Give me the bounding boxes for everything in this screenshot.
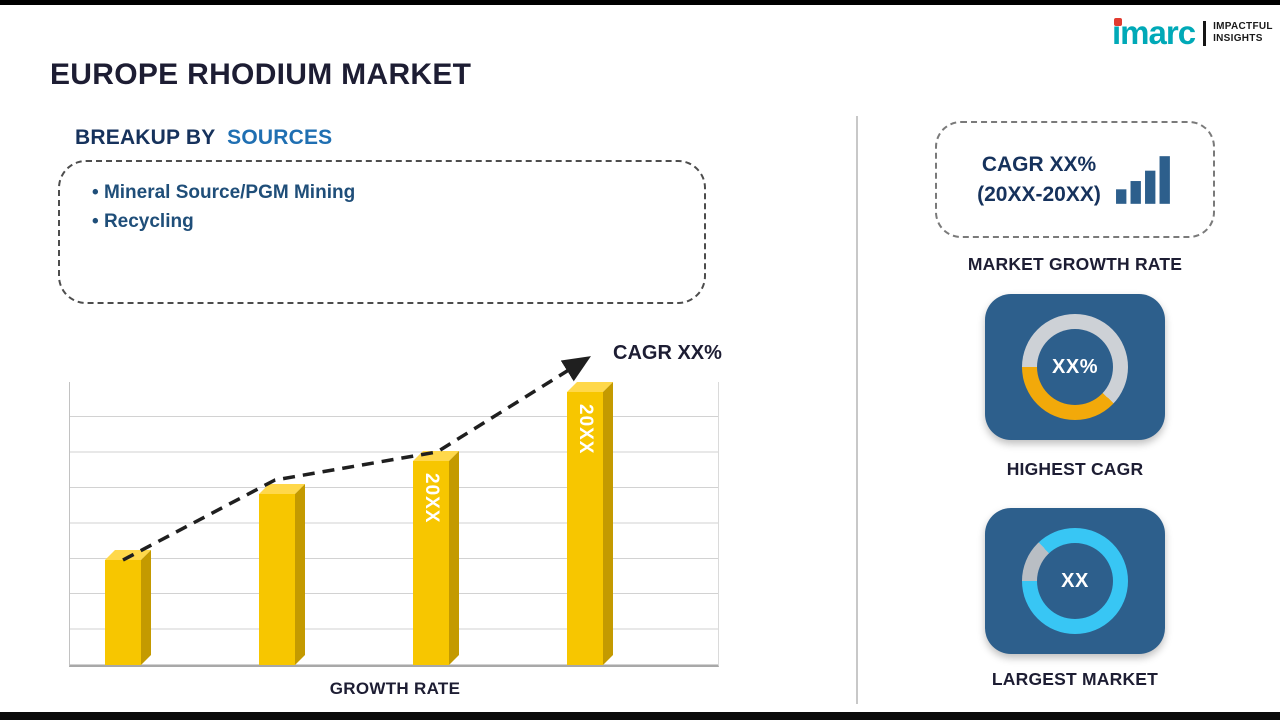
vertical-divider xyxy=(856,116,858,704)
cagr-box-text: CAGR XX% (20XX-20XX) xyxy=(977,150,1101,209)
highest-cagr-donut-ring: XX% xyxy=(1022,314,1128,420)
highest-cagr-tile: XX% xyxy=(985,294,1165,440)
chart-bar: 20XX xyxy=(413,461,449,665)
logo-tagline-line1: IMPACTFUL xyxy=(1213,20,1273,32)
logo-brand-text: imarc xyxy=(1112,14,1196,51)
logo-tagline: IMPACTFUL INSIGHTS xyxy=(1203,20,1273,46)
donut-value: XX xyxy=(1061,569,1089,592)
growth-rate-chart: 20XX 20XX CAGR XX% GROWTH RATE xyxy=(65,338,725,703)
bar-chart-icon xyxy=(1115,155,1170,204)
breakup-heading-prefix: BREAKUP BY xyxy=(75,126,216,149)
chart-bar xyxy=(105,560,141,665)
imarc-logo: imarc IMPACTFUL INSIGHTS xyxy=(1112,14,1273,52)
bar-label: 20XX xyxy=(575,404,596,455)
highest-cagr-label: HIGHEST CAGR xyxy=(1006,459,1144,479)
breakup-list-item: Mineral Source/PGM Mining xyxy=(92,178,684,207)
page-title: EUROPE RHODIUM MARKET xyxy=(50,58,472,91)
logo-red-dot-icon xyxy=(1114,18,1122,26)
largest-market-label: LARGEST MARKET xyxy=(991,669,1159,689)
cagr-annotation: CAGR XX% xyxy=(613,342,722,364)
breakup-heading-highlight: SOURCES xyxy=(227,126,333,149)
logo-brand-wrap: imarc xyxy=(1112,14,1196,52)
chart-x-axis-label: GROWTH RATE xyxy=(329,679,461,698)
breakup-list-item: Recycling xyxy=(92,207,684,236)
breakup-list: Mineral Source/PGM Mining Recycling xyxy=(60,162,704,237)
top-border-bar xyxy=(0,0,1280,5)
largest-market-donut-ring: XX xyxy=(1022,528,1128,634)
market-growth-rate-label: MARKET GROWTH RATE xyxy=(967,254,1183,274)
logo-tagline-line2: INSIGHTS xyxy=(1213,33,1263,44)
chart-bar: 20XX xyxy=(567,392,603,665)
cagr-box: CAGR XX% (20XX-20XX) xyxy=(935,121,1215,238)
donut-hole: XX% xyxy=(1037,329,1113,405)
breakup-heading: BREAKUP BY SOURCES xyxy=(75,126,332,150)
chart-bar xyxy=(259,494,295,665)
bottom-border-bar xyxy=(0,712,1280,720)
cagr-box-line2: (20XX-20XX) xyxy=(977,182,1101,206)
bar-label: 20XX xyxy=(421,473,442,524)
largest-market-tile: XX xyxy=(985,508,1165,654)
breakup-box: Mineral Source/PGM Mining Recycling xyxy=(58,160,706,304)
donut-value: XX% xyxy=(1052,355,1098,378)
cagr-box-line1: CAGR XX% xyxy=(981,153,1097,177)
chart-plot-area xyxy=(69,382,719,667)
donut-hole: XX xyxy=(1037,543,1113,619)
